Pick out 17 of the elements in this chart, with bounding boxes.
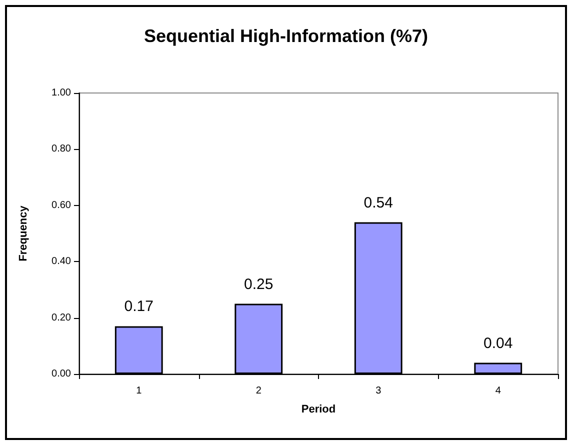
data-label: 0.04 <box>484 334 513 352</box>
data-label: 0.17 <box>124 298 154 316</box>
data-label: 0.54 <box>364 194 393 212</box>
x-tick-label: 4 <box>495 386 502 396</box>
x-axis-title: Period <box>301 404 336 416</box>
chart-title: Sequential High-Information (%7) <box>144 26 428 46</box>
y-tick-label: 0.00 <box>52 368 72 380</box>
y-tick-label: 0.60 <box>52 200 72 211</box>
data-label: 0.25 <box>244 276 274 293</box>
x-tick-label: 1 <box>136 386 142 396</box>
y-axis-title: Frequency <box>18 204 30 262</box>
x-tick-label: 2 <box>256 386 262 396</box>
y-tick-label: 0.40 <box>52 256 72 268</box>
y-tick-label: 0.80 <box>52 144 72 155</box>
x-tick-label: 3 <box>376 386 382 396</box>
y-tick-label: 0.20 <box>52 312 72 324</box>
y-tick-label: 1.00 <box>52 88 72 98</box>
